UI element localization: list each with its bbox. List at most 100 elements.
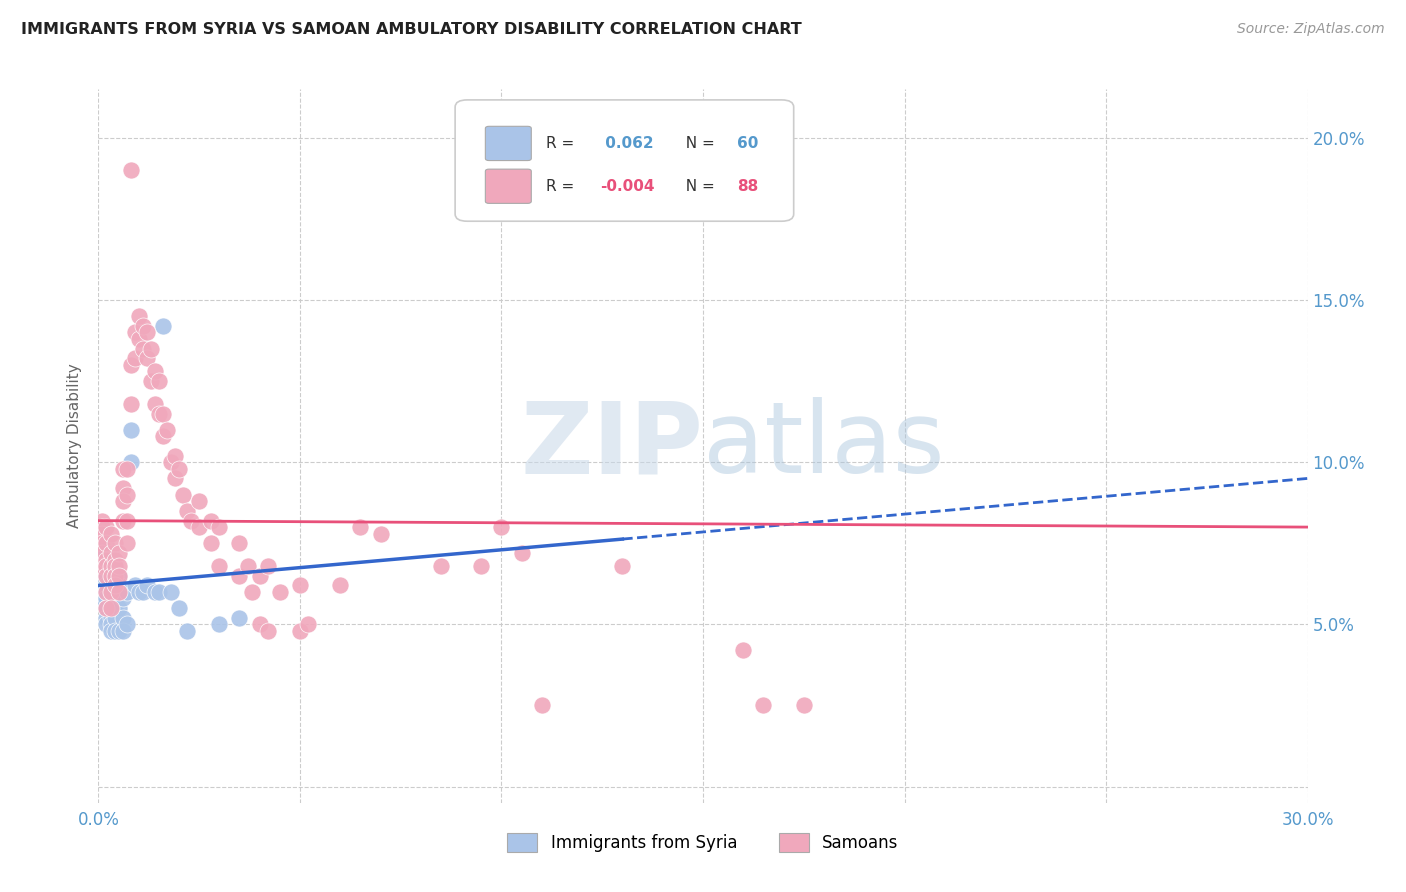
Text: Source: ZipAtlas.com: Source: ZipAtlas.com: [1237, 22, 1385, 37]
Point: [188, 520, 211, 534]
Point: [100, 559, 122, 574]
Point: [115, 585, 138, 599]
Point: [96, 546, 118, 560]
Point: [111, 494, 134, 508]
Point: [103, 578, 125, 592]
Point: [228, 568, 250, 582]
Point: [96, 591, 118, 606]
Point: [120, 423, 142, 437]
Point: [120, 163, 142, 178]
Point: [91, 568, 114, 582]
Point: [100, 624, 122, 638]
Point: [167, 461, 190, 475]
Point: [91, 585, 114, 599]
Point: [103, 578, 125, 592]
Point: [96, 585, 118, 599]
Point: [208, 559, 231, 574]
Point: [152, 318, 174, 333]
Point: [612, 559, 634, 574]
Point: [128, 332, 150, 346]
Point: [100, 568, 122, 582]
Point: [180, 514, 202, 528]
Point: [236, 559, 259, 574]
Point: [103, 585, 125, 599]
Text: IMMIGRANTS FROM SYRIA VS SAMOAN AMBULATORY DISABILITY CORRELATION CHART: IMMIGRANTS FROM SYRIA VS SAMOAN AMBULATO…: [21, 22, 801, 37]
Point: [103, 591, 125, 606]
Text: atlas: atlas: [703, 398, 945, 494]
Point: [143, 585, 166, 599]
Point: [91, 526, 114, 541]
Point: [297, 617, 319, 632]
Point: [128, 310, 150, 324]
Point: [124, 326, 146, 340]
Text: 88: 88: [737, 178, 758, 194]
Text: 0.062: 0.062: [600, 136, 654, 151]
Point: [128, 585, 150, 599]
Point: [256, 624, 278, 638]
Point: [111, 481, 134, 495]
Point: [163, 471, 186, 485]
Point: [148, 585, 170, 599]
Point: [132, 585, 155, 599]
Point: [89, 559, 111, 574]
Point: [124, 578, 146, 592]
Point: [111, 461, 134, 475]
Point: [107, 624, 129, 638]
Point: [135, 326, 157, 340]
Point: [793, 698, 815, 713]
Point: [91, 595, 114, 609]
Point: [100, 568, 122, 582]
Point: [107, 546, 129, 560]
Point: [269, 585, 291, 599]
Point: [96, 617, 118, 632]
Point: [143, 397, 166, 411]
Point: [103, 611, 125, 625]
Point: [120, 397, 142, 411]
Point: [148, 407, 170, 421]
Point: [115, 514, 138, 528]
Point: [115, 617, 138, 632]
Point: [111, 611, 134, 625]
Point: [115, 461, 138, 475]
Point: [91, 514, 114, 528]
Point: [733, 643, 755, 657]
Point: [124, 351, 146, 366]
Point: [160, 585, 183, 599]
Point: [107, 585, 129, 599]
Point: [96, 559, 118, 574]
Point: [96, 578, 118, 592]
Point: [91, 546, 114, 560]
Point: [160, 455, 183, 469]
Point: [96, 568, 118, 582]
Point: [96, 611, 118, 625]
Point: [100, 526, 122, 541]
Point: [208, 520, 231, 534]
Point: [96, 520, 118, 534]
Point: [91, 552, 114, 566]
Point: [91, 542, 114, 557]
Point: [100, 578, 122, 592]
Point: [200, 514, 222, 528]
FancyBboxPatch shape: [485, 169, 531, 203]
Point: [491, 520, 513, 534]
Point: [111, 624, 134, 638]
Point: [103, 624, 125, 638]
Point: [240, 585, 263, 599]
Point: [111, 591, 134, 606]
Point: [200, 536, 222, 550]
Point: [96, 536, 118, 550]
Point: [152, 429, 174, 443]
Point: [103, 536, 125, 550]
Y-axis label: Ambulatory Disability: Ambulatory Disability: [67, 364, 83, 528]
Point: [370, 526, 392, 541]
Point: [103, 601, 125, 615]
Point: [103, 552, 125, 566]
FancyBboxPatch shape: [456, 100, 793, 221]
Point: [172, 488, 194, 502]
Point: [103, 559, 125, 574]
Point: [100, 552, 122, 566]
Point: [91, 559, 114, 574]
Point: [228, 536, 250, 550]
Point: [510, 546, 533, 560]
Point: [176, 504, 198, 518]
